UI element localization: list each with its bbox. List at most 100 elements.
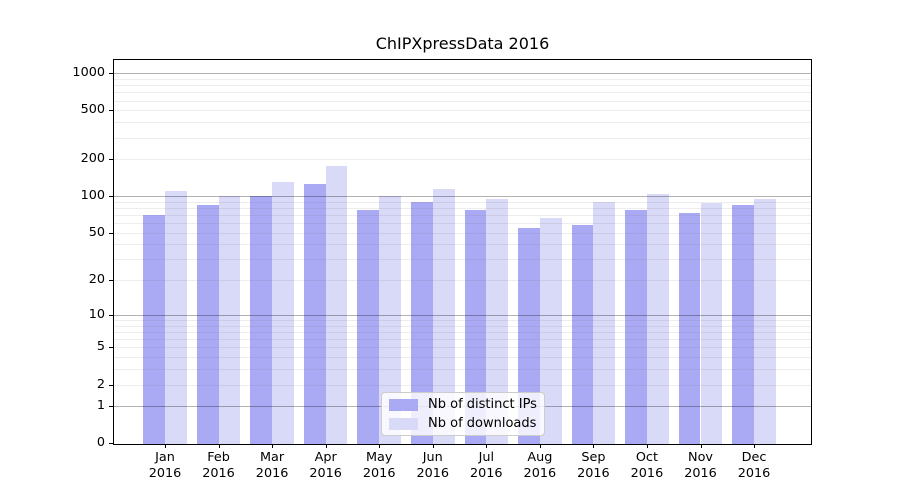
y-tick-mark <box>109 384 113 386</box>
bar-downloads-sep <box>593 201 616 444</box>
bar-distinct-ips-jan <box>143 215 165 444</box>
y-tick-label: 100 <box>80 188 105 204</box>
x-tick-label-feb: Feb 2016 <box>202 450 235 481</box>
minor-gridline <box>114 122 811 124</box>
chart-title: ChIPXpressData 2016 <box>375 34 550 53</box>
bar-downloads-mar <box>272 182 294 444</box>
bar-distinct-ips-may <box>357 210 380 444</box>
minor-gridline <box>114 325 811 327</box>
x-tick-mark <box>165 444 166 448</box>
x-tick-mark <box>539 444 541 448</box>
minor-gridline <box>114 100 811 102</box>
minor-gridline <box>114 384 811 386</box>
x-tick-label-sep: Sep 2016 <box>577 450 610 481</box>
bar-downloads-jun <box>432 188 455 444</box>
bar-downloads-oct <box>646 194 669 444</box>
bar-distinct-ips-sep <box>571 224 594 444</box>
bar-distinct-ips-aug <box>518 227 540 444</box>
x-tick-mark <box>754 444 756 448</box>
bar-downloads-jan <box>165 191 187 444</box>
bar-downloads-apr <box>325 166 348 444</box>
x-tick-label-nov: Nov 2016 <box>684 450 717 481</box>
legend: Nb of distinct IPs Nb of downloads <box>381 392 545 436</box>
bar-downloads-jul <box>486 199 509 444</box>
minor-gridline <box>114 78 811 80</box>
x-tick-mark <box>646 444 648 448</box>
minor-gridline <box>114 85 811 87</box>
y-tick-label: 500 <box>80 102 105 118</box>
x-tick-label-mar: Mar 2016 <box>255 450 289 481</box>
bar-distinct-ips-apr <box>303 184 326 444</box>
minor-gridline <box>114 280 811 282</box>
y-tick-label: 0 <box>96 435 105 451</box>
x-tick-label-jul: Jul 2016 <box>470 450 503 481</box>
legend-swatch-downloads <box>389 417 418 430</box>
minor-gridline <box>114 232 811 234</box>
minor-gridline <box>114 110 811 112</box>
bar-distinct-ips-nov <box>678 212 701 444</box>
x-tick-label-aug: Aug 2016 <box>523 450 557 481</box>
y-tick-label: 20 <box>88 272 105 288</box>
y-tick-mark <box>109 406 113 408</box>
y-tick-label: 50 <box>88 224 105 240</box>
x-tick-mark <box>593 444 595 448</box>
y-tick-mark <box>109 196 113 198</box>
minor-gridline <box>114 259 811 261</box>
bar-downloads-nov <box>700 202 723 444</box>
bar-downloads-aug <box>539 218 562 444</box>
minor-gridline <box>114 320 811 322</box>
legend-item-distinct-ips: Nb of distinct IPs <box>382 395 544 414</box>
minor-gridline <box>114 159 811 161</box>
y-tick-label: 1000 <box>72 65 105 81</box>
y-tick-mark <box>109 110 113 112</box>
x-tick-mark <box>700 444 702 448</box>
minor-gridline <box>114 137 811 139</box>
bar-distinct-ips-dec <box>732 205 755 444</box>
y-tick-mark <box>109 280 113 282</box>
bar-distinct-ips-jul <box>464 210 487 444</box>
legend-swatch-distinct-ips <box>389 398 418 411</box>
y-tick-mark <box>109 314 113 316</box>
y-tick-label: 10 <box>88 306 105 322</box>
minor-gridline <box>114 369 811 371</box>
major-gridline <box>114 314 811 316</box>
x-tick-mark <box>272 444 274 448</box>
minor-gridline <box>114 332 811 333</box>
bar-downloads-dec <box>754 199 776 444</box>
x-tick-label-apr: Apr 2016 <box>309 450 342 481</box>
y-tick-label: 1 <box>96 398 105 414</box>
x-tick-mark <box>486 444 488 448</box>
x-tick-label-jan: Jan 2016 <box>148 450 182 481</box>
major-gridline <box>114 196 811 198</box>
minor-gridline <box>114 215 811 217</box>
major-gridline <box>114 73 811 75</box>
legend-item-downloads: Nb of downloads <box>382 414 544 433</box>
bar-downloads-feb <box>218 196 241 444</box>
minor-gridline <box>114 92 811 94</box>
minor-gridline <box>114 207 811 209</box>
x-tick-label-may: May 2016 <box>362 450 396 481</box>
x-tick-label-dec: Dec 2016 <box>737 450 771 481</box>
bar-distinct-ips-mar <box>250 196 273 444</box>
x-tick-label-oct: Oct 2016 <box>630 450 664 481</box>
minor-gridline <box>114 347 811 349</box>
y-tick-label: 5 <box>96 339 105 355</box>
bar-distinct-ips-oct <box>625 210 647 444</box>
minor-gridline <box>114 244 811 246</box>
y-tick-mark <box>109 347 113 349</box>
bar-distinct-ips-feb <box>196 204 219 444</box>
minor-gridline <box>114 223 811 225</box>
bar-distinct-ips-jun <box>410 201 433 444</box>
y-tick-mark <box>109 73 113 75</box>
y-tick-label: 200 <box>80 151 105 167</box>
minor-gridline <box>114 339 811 341</box>
x-tick-mark <box>325 444 327 448</box>
y-tick-mark <box>109 443 113 445</box>
x-tick-mark <box>432 444 434 448</box>
y-tick-label: 2 <box>96 376 105 392</box>
plot-area <box>113 59 812 445</box>
x-tick-mark <box>218 444 220 448</box>
x-tick-label-jun: Jun 2016 <box>416 450 450 481</box>
minor-gridline <box>114 201 811 203</box>
